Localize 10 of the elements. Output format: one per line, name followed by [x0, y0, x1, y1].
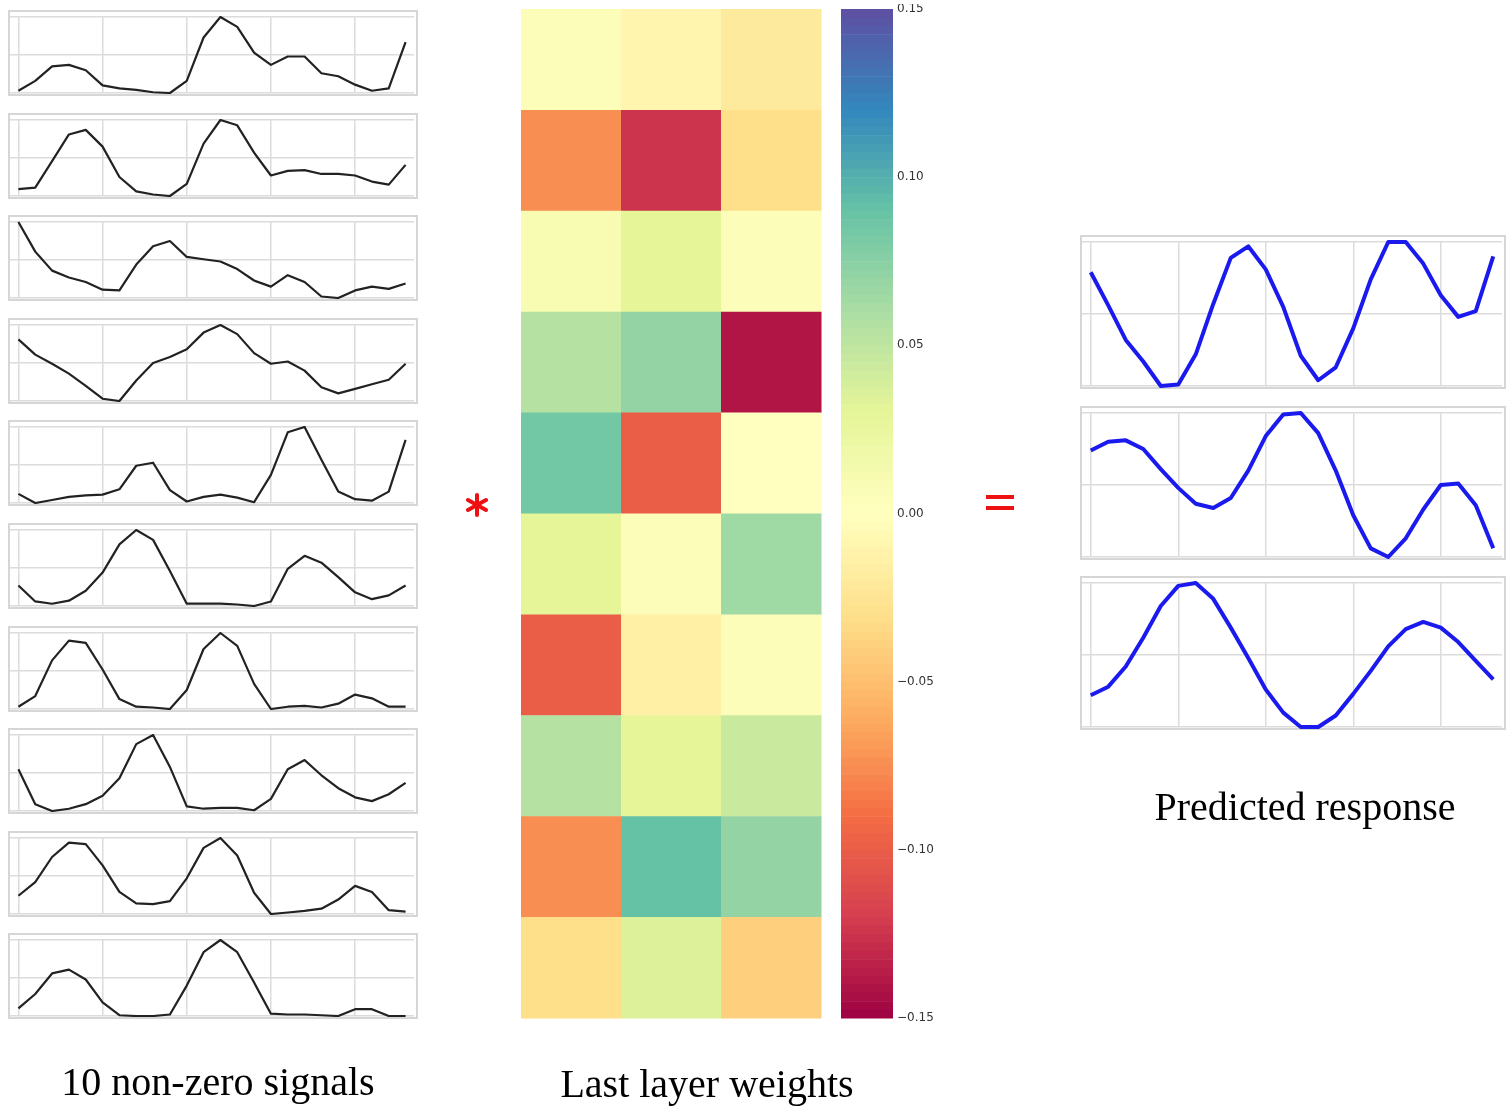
color-bar-label: 0.00	[897, 505, 924, 520]
x-axis-title: Predicted response	[1154, 783, 1456, 830]
color-bar-label: 0.10	[897, 169, 924, 184]
color-bar-label: −0.15	[897, 1010, 934, 1025]
color-bar-label: 0.05	[897, 337, 924, 352]
color-bar-label: −0.10	[897, 841, 934, 856]
x-axis-title: 10 non-zero signals	[61, 1058, 375, 1105]
color-bar-label: −0.05	[897, 673, 934, 688]
x-axis-title: Last layer weights	[560, 1060, 854, 1107]
color-bar-label: 0.15	[897, 1, 924, 16]
